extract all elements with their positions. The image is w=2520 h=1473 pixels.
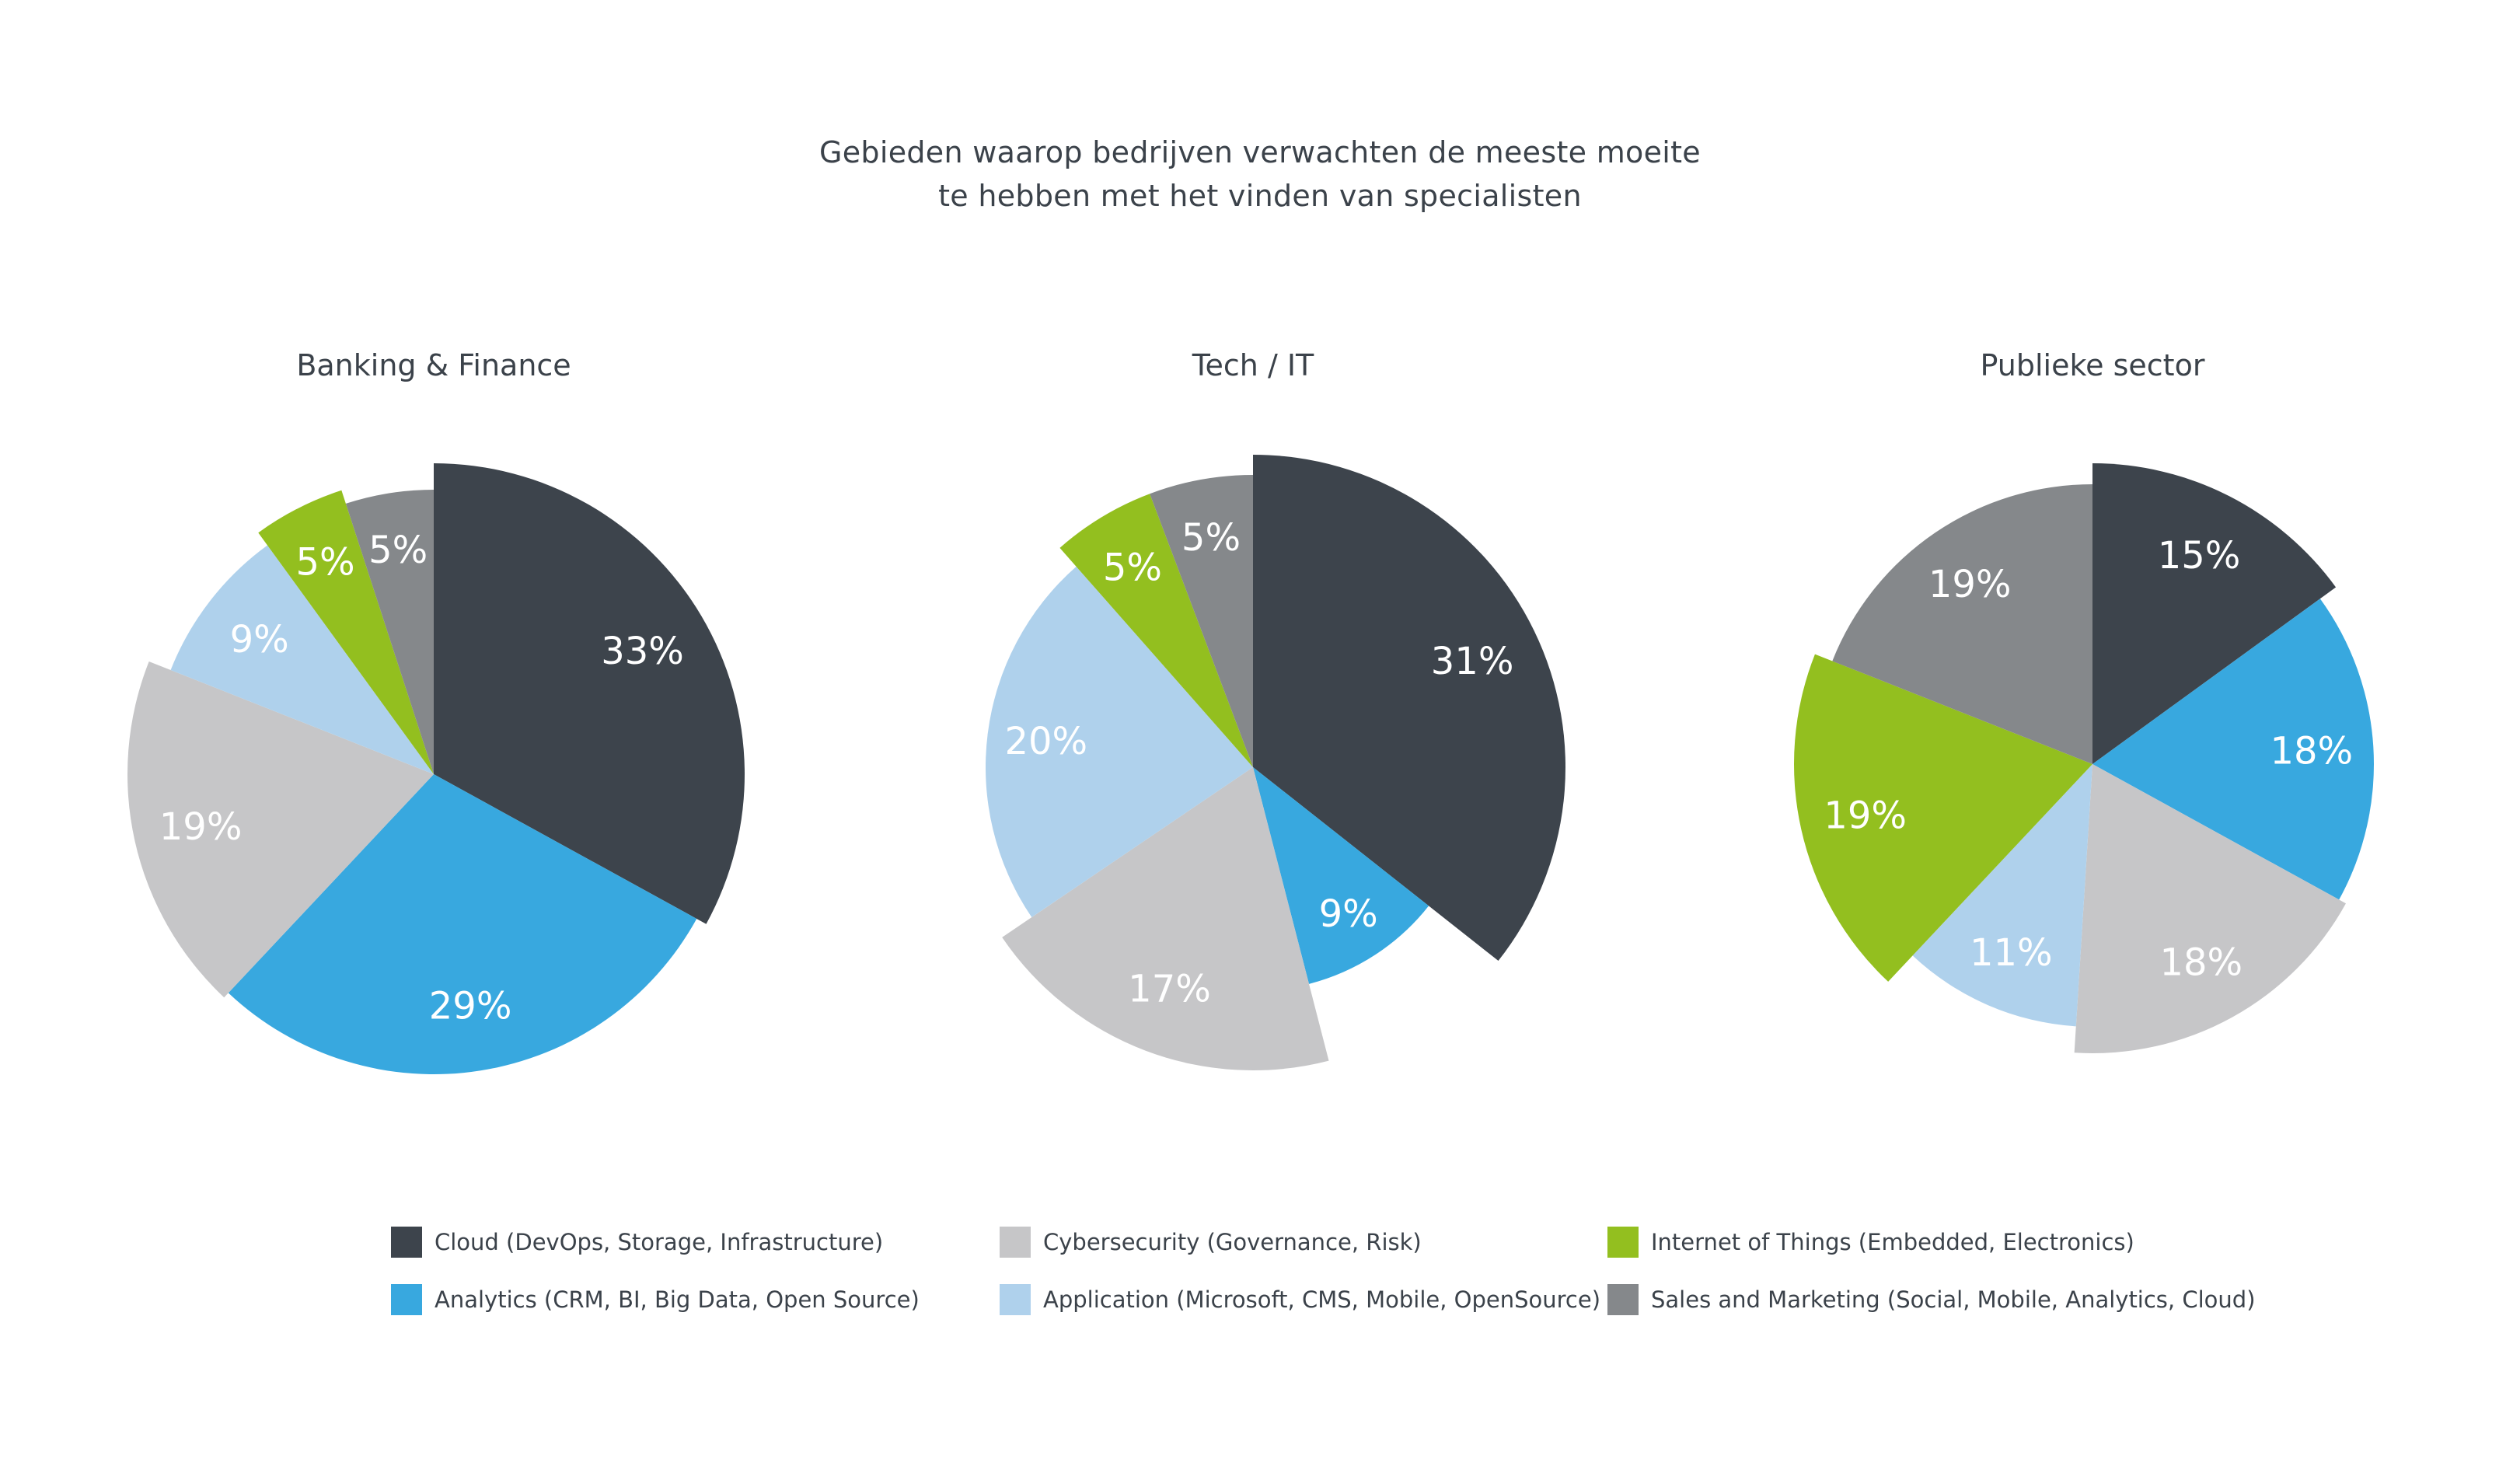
- pie-slice-label-cloud: 15%: [2158, 534, 2241, 578]
- legend-swatch-analytics: [391, 1284, 422, 1315]
- pie-slice-label-iot: 5%: [1103, 546, 1162, 589]
- pie-slice-label-analytics: 18%: [2270, 729, 2353, 773]
- pie-slice-label-sales: 5%: [1181, 516, 1241, 560]
- pie-title: Tech / IT: [1192, 348, 1314, 382]
- pie-title: Publieke sector: [1981, 348, 2205, 382]
- chart-title-line-2: te hebben met het vinden van specialiste…: [938, 179, 1582, 213]
- pie-slice-sales: [345, 490, 434, 774]
- legend-swatch-sales: [1607, 1284, 1639, 1315]
- pie-slice-sales: [1150, 475, 1253, 767]
- pie-slice-cloud: [1253, 455, 1565, 962]
- pie-slice-label-iot: 5%: [295, 540, 354, 584]
- pie-tech-it: Tech / IT 31% 9% 17% 20% 5% 5%: [986, 348, 1565, 1070]
- pie-slice-label-sales: 19%: [1928, 563, 2012, 606]
- pie-slice-label-application: 11%: [1970, 931, 2053, 975]
- legend-item-sales: Sales and Marketing (Social, Mobile, Ana…: [1607, 1284, 2256, 1315]
- pie-slice-iot: [1059, 494, 1253, 767]
- pie-slice-label-analytics: 9%: [1319, 892, 1378, 936]
- legend-item-cybersecurity: Cybersecurity (Governance, Risk): [1000, 1227, 1422, 1258]
- pie-slice-label-cloud: 33%: [601, 630, 684, 673]
- pie-slice-analytics: [228, 774, 697, 1074]
- pie-slice-analytics: [1253, 767, 1429, 984]
- pie-slice-iot: [258, 490, 434, 774]
- pie-slice-label-sales: 5%: [368, 529, 428, 572]
- chart-title: Gebieden waarop bedrijven verwachten de …: [0, 131, 2520, 218]
- legend-item-iot: Internet of Things (Embedded, Electronic…: [1607, 1227, 2134, 1258]
- pie-slice-label-cyber: 18%: [2159, 941, 2243, 984]
- pie-slice-application: [1912, 764, 2092, 1027]
- pie-slice-application: [170, 545, 435, 774]
- pie-slice-iot: [1794, 654, 2092, 982]
- pie-slice-label-analytics: 29%: [429, 984, 512, 1028]
- pie-slice-cyber: [1002, 767, 1329, 1070]
- pie-slice-label-application: 20%: [1004, 720, 1087, 763]
- pie-slice-cyber: [127, 661, 434, 998]
- pie-slice-label-cyber: 17%: [1128, 968, 1211, 1011]
- legend-label-iot: Internet of Things (Embedded, Electronic…: [1651, 1229, 2134, 1255]
- pie-title: Banking & Finance: [296, 348, 571, 382]
- legend-label-cloud: Cloud (DevOps, Storage, Infrastructure): [435, 1229, 884, 1255]
- legend-item-analytics: Analytics (CRM, BI, Big Data, Open Sourc…: [391, 1284, 920, 1315]
- pie-slice-analytics: [2092, 599, 2375, 900]
- legend-label-sales: Sales and Marketing (Social, Mobile, Ana…: [1651, 1286, 2256, 1313]
- legend-label-analytics: Analytics (CRM, BI, Big Data, Open Sourc…: [435, 1286, 920, 1313]
- pie-slice-label-application: 9%: [230, 618, 289, 661]
- legend-label-cybersecurity: Cybersecurity (Governance, Risk): [1043, 1229, 1422, 1255]
- pie-slice-label-cyber: 19%: [159, 805, 243, 849]
- legend-swatch-cybersecurity: [1000, 1227, 1031, 1258]
- pie-slice-cloud: [2092, 463, 2337, 764]
- chart-title-line-1: Gebieden waarop bedrijven verwachten de …: [819, 135, 1701, 169]
- pie-slice-application: [986, 566, 1253, 918]
- legend-label-application: Application (Microsoft, CMS, Mobile, Ope…: [1043, 1286, 1601, 1313]
- legend-swatch-cloud: [391, 1227, 422, 1258]
- pie-slice-label-iot: 19%: [1824, 794, 1907, 837]
- legend-item-cloud: Cloud (DevOps, Storage, Infrastructure): [391, 1227, 883, 1258]
- legend-swatch-application: [1000, 1284, 1031, 1315]
- legend-swatch-iot: [1607, 1227, 1639, 1258]
- pie-slice-sales: [1832, 484, 2092, 764]
- pie-slice-label-cloud: 31%: [1431, 640, 1514, 683]
- legend-item-application: Application (Microsoft, CMS, Mobile, Ope…: [1000, 1284, 1600, 1315]
- pie-publieke-sector: Publieke sector 15% 18% 18% 11% 19% 19%: [1794, 348, 2375, 1053]
- pie-slice-cloud: [434, 463, 745, 924]
- pie-slice-cyber: [2074, 764, 2346, 1053]
